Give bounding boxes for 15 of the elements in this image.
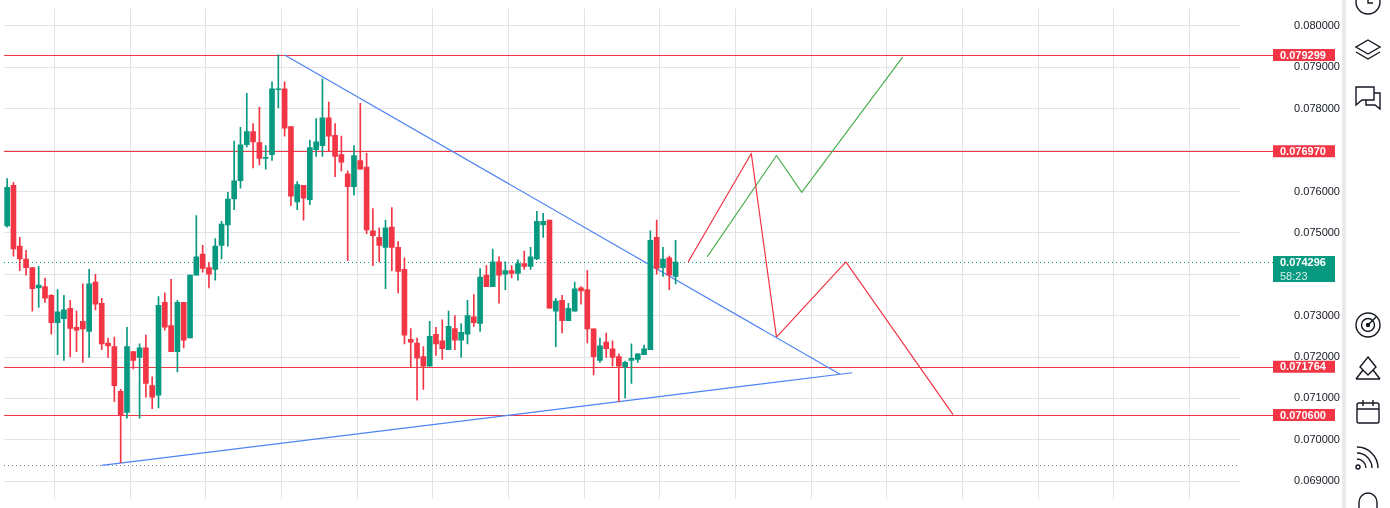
ref-line-label: 0.070600 [1280,408,1326,421]
y-tick-label: 0.076000 [1294,184,1340,197]
y-tick-label: 0.073000 [1294,308,1340,321]
ref-line-label: 0.079299 [1280,48,1326,61]
y-tick-label: 0.070000 [1294,432,1340,445]
y-tick-label: 0.069000 [1294,474,1340,487]
y-tick-label: 0.072000 [1294,350,1340,363]
y-tick-label: 0.080000 [1294,19,1340,32]
y-tick-label: 0.079000 [1294,60,1340,73]
y-tick-label: 0.078000 [1294,101,1340,114]
ref-line-label: 0.071764 [1280,360,1327,373]
y-tick-label: 0.071000 [1294,391,1340,404]
ref-line-label: 0.074296 58:23 [1280,255,1326,282]
y-tick-label: 0.075000 [1294,225,1340,238]
ref-line-label: 0.076970 [1280,144,1326,157]
